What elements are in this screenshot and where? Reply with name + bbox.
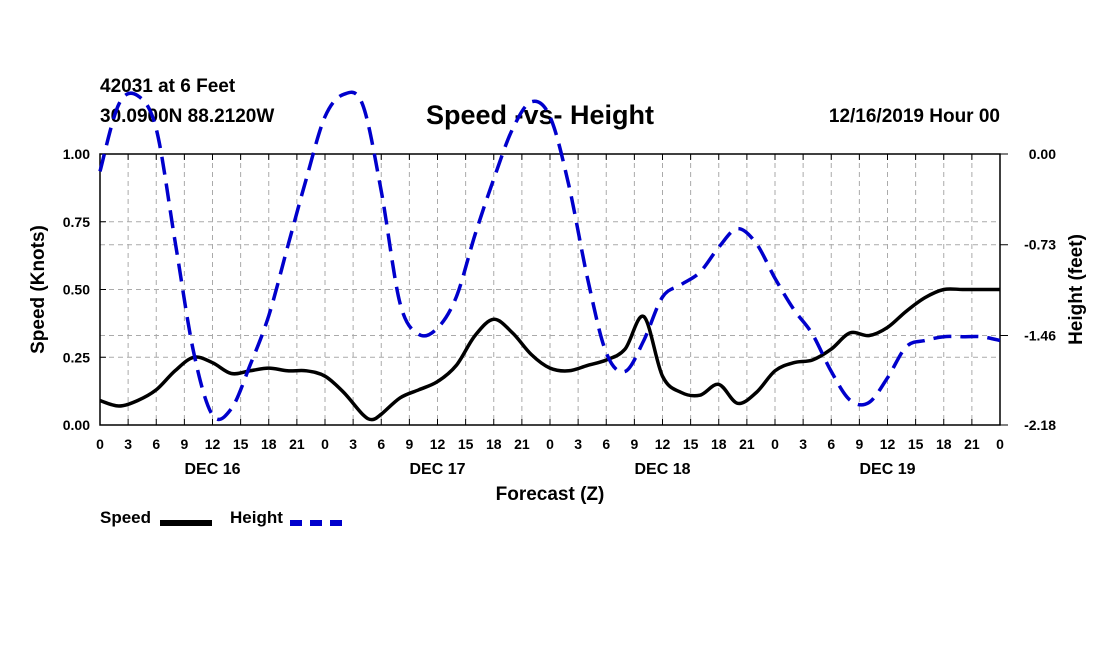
- y2-tick-label: -1.46: [1024, 327, 1056, 343]
- y-tick-label: 0.50: [63, 282, 90, 298]
- coordinates-label: 30.0900N 88.2120W: [100, 106, 275, 127]
- x-tick-label: 9: [855, 436, 863, 452]
- x-tick-label: 15: [908, 436, 924, 452]
- x-tick-label: 15: [233, 436, 249, 452]
- y2-tick-label: -0.73: [1024, 237, 1056, 253]
- day-label: DEC 17: [409, 461, 465, 478]
- station-label: 42031 at 6 Feet: [100, 76, 236, 97]
- x-tick-label: 6: [152, 436, 160, 452]
- x-tick-label: 3: [124, 436, 132, 452]
- x-tick-label: 0: [321, 436, 329, 452]
- x-tick-label: 12: [880, 436, 896, 452]
- height-series-line: [98, 90, 1001, 422]
- x-tick-label: 6: [602, 436, 610, 452]
- x-tick-label: 18: [711, 436, 727, 452]
- y2-tick-label: 0.00: [1029, 146, 1056, 162]
- x-tick-label: 9: [180, 436, 188, 452]
- x-tick-label: 21: [514, 436, 530, 452]
- x-tick-label: 0: [546, 436, 554, 452]
- x-tick-label: 21: [289, 436, 305, 452]
- day-label: DEC 18: [634, 461, 690, 478]
- forecast-timestamp: 12/16/2019 Hour 00: [828, 106, 1000, 127]
- x-tick-label: 15: [683, 436, 699, 452]
- x-tick-label: 18: [261, 436, 277, 452]
- y-tick-label: 0.25: [63, 349, 90, 365]
- day-label: DEC 16: [184, 461, 240, 478]
- grid: [100, 153, 1000, 426]
- legend-speed-swatch: [160, 520, 212, 526]
- legend-height-label: Height: [230, 508, 283, 527]
- x-tick-label: 0: [771, 436, 779, 452]
- x-tick-label: 21: [964, 436, 980, 452]
- x-tick-label: 18: [936, 436, 952, 452]
- y-tick-label: 0.75: [63, 214, 90, 230]
- y2-tick-label: -2.18: [1024, 417, 1056, 433]
- x-tick-label: 3: [349, 436, 357, 452]
- x-tick-label: 0: [996, 436, 1004, 452]
- x-tick-label: 0: [96, 436, 104, 452]
- y-tick-label: 1.00: [63, 146, 90, 162]
- x-tick-label: 6: [827, 436, 835, 452]
- x-tick-label: 21: [739, 436, 755, 452]
- x-axis-title: Forecast (Z): [496, 484, 605, 505]
- x-tick-label: 3: [574, 436, 582, 452]
- day-label: DEC 19: [859, 461, 915, 478]
- x-tick-label: 12: [205, 436, 221, 452]
- legend-speed-label: Speed: [100, 508, 152, 527]
- x-tick-label: 12: [655, 436, 671, 452]
- x-tick-label: 15: [458, 436, 474, 452]
- series: [98, 90, 1001, 422]
- axes: 0 3 6 9 12 15 18 21 0 3 6 9 12 15 18 21 0 3 6 9 12 15 18 21 0 3 6 9…: [28, 146, 1087, 505]
- y-axis-title: Speed (Knots): [28, 225, 49, 354]
- x-tick-label: 3: [799, 436, 807, 452]
- speed-series-line: [99, 287, 1000, 422]
- x-tick-label: 9: [405, 436, 413, 452]
- legend-height-swatch: [290, 520, 342, 526]
- x-tick-label: 12: [430, 436, 446, 452]
- y-tick-label: 0.00: [63, 417, 90, 433]
- x-tick-label: 18: [486, 436, 502, 452]
- x-tick-label: 6: [377, 436, 385, 452]
- y2-axis-title: Height (feet): [1066, 234, 1087, 345]
- x-tick-label: 9: [630, 436, 638, 452]
